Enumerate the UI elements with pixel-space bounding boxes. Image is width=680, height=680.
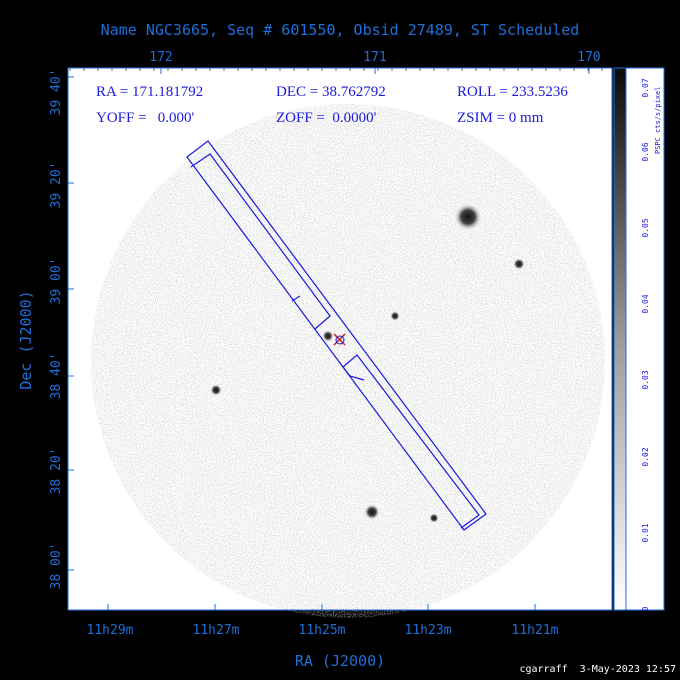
colorbar-tick-0-03: 0.03 xyxy=(641,370,650,389)
colorbar-ticks: 0 0.01 0.02 0.03 0.04 0.05 0.06 0.07 xyxy=(641,78,650,611)
source-west xyxy=(210,384,222,396)
footprint-outer-outline xyxy=(186,140,487,531)
source-se xyxy=(429,513,439,523)
colorbar-label: PSPC cts/s/pixel xyxy=(654,87,662,154)
instrument-footprint[interactable] xyxy=(186,140,487,531)
y-axis-label: Dec (J2000) xyxy=(17,290,35,389)
bright-source-ne xyxy=(454,203,482,231)
footprint-lower-notch xyxy=(342,366,351,377)
info-yoff: YOFF = 0.000' xyxy=(96,110,195,126)
info-roll: ROLL = 233.5236 xyxy=(457,84,568,100)
info-zsim: ZSIM = 0 mm xyxy=(457,110,544,126)
info-dec: DEC = 38.762792 xyxy=(276,84,386,100)
bottom-tick-11h25m: 11h25m xyxy=(299,623,346,638)
left-tick-39-00: 39 00' xyxy=(49,258,64,305)
colorbar-tick-0-06: 0.06 xyxy=(641,142,650,161)
colorbar-tick-0-05: 0.05 xyxy=(641,218,650,237)
colorbar-tick-0-02: 0.02 xyxy=(641,447,650,466)
info-zoff: ZOFF = 0.0000' xyxy=(276,110,377,126)
colorbar-tick-0-01: 0.01 xyxy=(641,523,650,542)
source-target xyxy=(322,330,334,342)
top-tick-171: 171 xyxy=(363,50,386,65)
left-tick-38-00: 38 00' xyxy=(49,543,64,590)
colorbar: PSPC cts/s/pixel xyxy=(613,67,665,611)
plot-title: Name NGC3665, Seq # 601550, Obsid 27489,… xyxy=(101,21,580,39)
colorbar-tick-0-07: 0.07 xyxy=(641,78,650,97)
source-center xyxy=(390,311,400,321)
info-ra: RA = 171.181792 xyxy=(96,84,203,100)
left-tick-38-20: 38 20' xyxy=(49,448,64,495)
source-south xyxy=(364,504,380,520)
left-tick-38-40: 38 40' xyxy=(49,353,64,400)
footprint-upper-inner xyxy=(190,153,331,330)
x-axis-label: RA (J2000) xyxy=(295,652,385,670)
source-east xyxy=(513,258,525,270)
colorbar-tick-0-04: 0.04 xyxy=(641,294,650,313)
aimpoint-marker[interactable] xyxy=(333,333,346,346)
left-tick-39-20: 39 20' xyxy=(49,162,64,209)
footer-stamp: cgarraff 3-May-2023 12:57 xyxy=(519,664,676,675)
bottom-tick-11h27m: 11h27m xyxy=(193,623,240,638)
footprint-lower-inner xyxy=(342,354,480,529)
bottom-tick-11h23m: 11h23m xyxy=(405,623,452,638)
footprint-lower-notch-2 xyxy=(349,375,365,381)
top-tick-172: 172 xyxy=(149,50,172,65)
sky-image-panel[interactable] xyxy=(67,67,620,635)
colorbar-tick-0: 0 xyxy=(641,606,650,611)
footprint-upper-notch xyxy=(291,295,301,302)
bottom-tick-11h29m: 11h29m xyxy=(87,623,134,638)
bottom-tick-11h21m: 11h21m xyxy=(512,623,559,638)
top-tick-170: 170 xyxy=(577,50,600,65)
left-tick-39-40: 39 40' xyxy=(49,69,64,116)
